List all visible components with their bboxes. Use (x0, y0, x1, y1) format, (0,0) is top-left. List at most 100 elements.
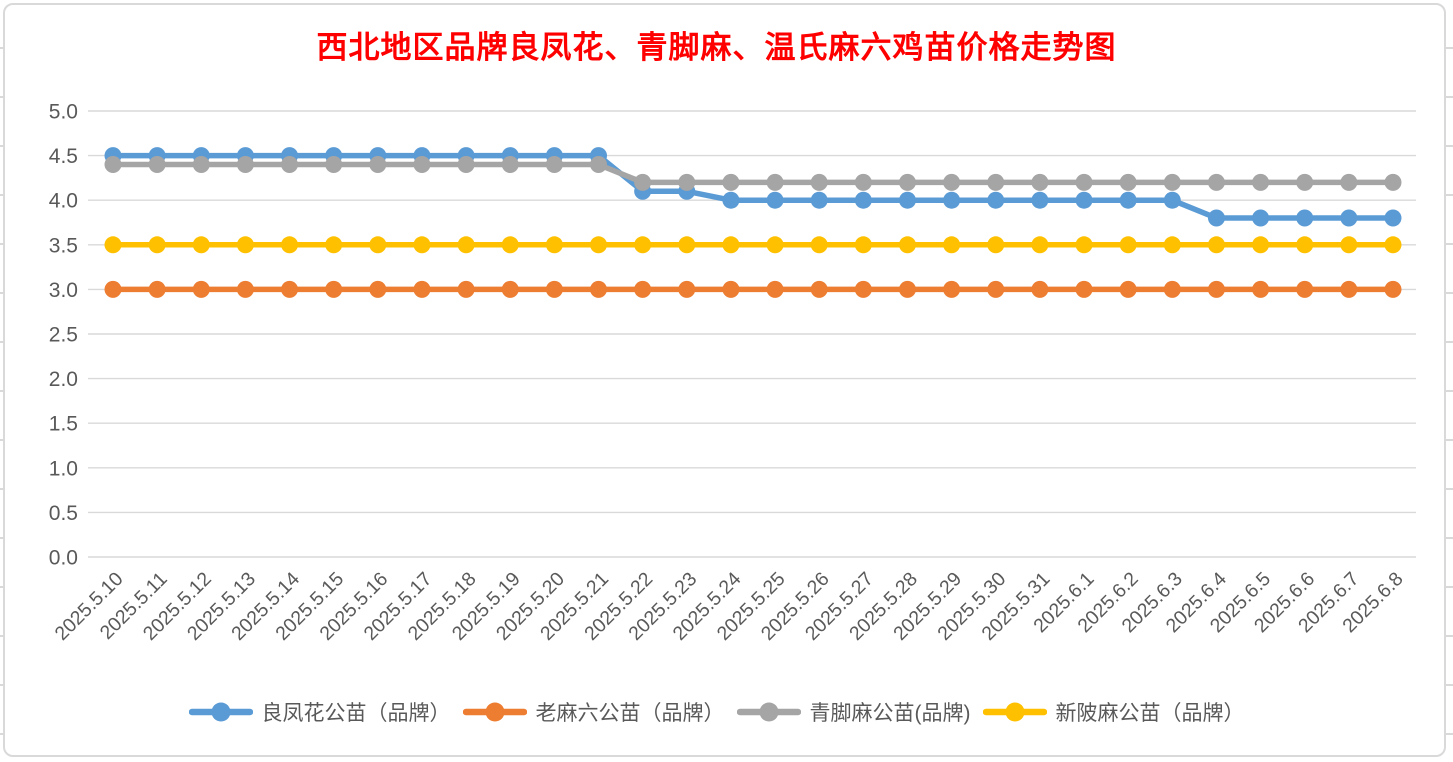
data-point-series-1 (943, 280, 961, 298)
data-point-series-1 (501, 280, 519, 298)
data-point-series-0 (766, 191, 784, 209)
data-point-series-2 (369, 156, 387, 174)
data-point-series-1 (369, 280, 387, 298)
data-point-series-0 (810, 191, 828, 209)
y-axis-tick-label: 5.0 (49, 101, 78, 124)
legend-label: 新陂麻公苗（品牌） (1055, 702, 1245, 725)
data-point-series-2 (501, 156, 519, 174)
data-point-series-2 (1384, 173, 1402, 191)
legend-marker-icon (736, 702, 801, 722)
legend-item-1: 老麻六公苗（品牌） (462, 697, 725, 727)
y-axis-tick-label: 1.5 (49, 413, 78, 436)
data-point-series-1 (1384, 280, 1402, 298)
legend-item-0: 良凤花公苗（品牌） (188, 697, 451, 727)
data-point-series-3 (369, 236, 387, 254)
data-point-series-0 (1296, 209, 1314, 227)
chart-frame (3, 3, 1446, 757)
data-point-series-1 (236, 280, 254, 298)
data-point-series-2 (1340, 173, 1358, 191)
data-point-series-1 (898, 280, 916, 298)
data-point-series-2 (1119, 173, 1137, 191)
data-point-series-0 (1163, 191, 1181, 209)
data-point-series-1 (545, 280, 563, 298)
data-point-series-3 (457, 236, 475, 254)
data-point-series-3 (590, 236, 608, 254)
data-point-series-1 (1075, 280, 1093, 298)
data-point-series-1 (148, 280, 166, 298)
data-point-series-3 (943, 236, 961, 254)
data-point-series-1 (325, 280, 343, 298)
data-point-series-3 (413, 236, 431, 254)
data-point-series-3 (1075, 236, 1093, 254)
data-point-series-3 (1163, 236, 1181, 254)
data-point-series-2 (148, 156, 166, 174)
legend-item-3: 新陂麻公苗（品牌） (982, 697, 1245, 727)
series-line-2 (110, 161, 1396, 186)
data-point-series-1 (1340, 280, 1358, 298)
data-point-series-3 (236, 236, 254, 254)
data-point-series-1 (1031, 280, 1049, 298)
data-point-series-2 (678, 173, 696, 191)
data-point-series-3 (545, 236, 563, 254)
data-point-series-0 (898, 191, 916, 209)
data-point-series-1 (457, 280, 475, 298)
y-axis-tick-label: 4.0 (49, 190, 78, 213)
data-point-series-3 (281, 236, 299, 254)
data-point-series-3 (1296, 236, 1314, 254)
data-point-series-0 (1384, 209, 1402, 227)
data-point-series-1 (413, 280, 431, 298)
data-point-series-3 (1384, 236, 1402, 254)
y-axis-tick-label: 4.5 (49, 145, 78, 168)
data-point-series-1 (192, 280, 210, 298)
worksheet-row-lines-right (1444, 0, 1453, 762)
data-point-series-0 (854, 191, 872, 209)
data-point-series-3 (192, 236, 210, 254)
legend-item-2: 青脚麻公苗(品牌) (736, 697, 971, 727)
data-point-series-2 (722, 173, 740, 191)
data-point-series-0 (1340, 209, 1358, 227)
legend-marker-icon (462, 702, 527, 722)
data-point-series-3 (1252, 236, 1270, 254)
data-point-series-3 (1119, 236, 1137, 254)
data-point-series-1 (1119, 280, 1137, 298)
data-point-series-2 (1207, 173, 1225, 191)
legend-label: 青脚麻公苗(品牌) (809, 702, 971, 725)
data-point-series-3 (810, 236, 828, 254)
data-point-series-1 (1296, 280, 1314, 298)
data-point-series-2 (810, 173, 828, 191)
data-point-series-0 (1207, 209, 1225, 227)
data-point-series-2 (766, 173, 784, 191)
data-point-series-3 (104, 236, 122, 254)
chart-title: 西北地区品牌良凤花、青脚麻、温氏麻六鸡苗价格走势图 (316, 30, 1117, 65)
data-point-series-1 (678, 280, 696, 298)
data-point-series-3 (1340, 236, 1358, 254)
data-point-series-2 (104, 156, 122, 174)
legend-label: 老麻六公苗（品牌） (535, 702, 725, 725)
y-axis-tick-label: 0.0 (49, 547, 78, 570)
y-axis-tick-label: 2.0 (49, 368, 78, 391)
data-point-series-2 (634, 173, 652, 191)
data-point-series-0 (722, 191, 740, 209)
data-point-series-1 (722, 280, 740, 298)
data-point-series-2 (457, 156, 475, 174)
data-point-series-0 (943, 191, 961, 209)
data-point-series-1 (1163, 280, 1181, 298)
data-point-series-2 (1296, 173, 1314, 191)
data-point-series-3 (678, 236, 696, 254)
data-point-series-3 (1031, 236, 1049, 254)
data-point-series-3 (501, 236, 519, 254)
data-point-series-0 (987, 191, 1005, 209)
data-point-series-2 (236, 156, 254, 174)
data-point-series-1 (854, 280, 872, 298)
data-point-series-1 (810, 280, 828, 298)
data-point-series-1 (634, 280, 652, 298)
data-point-series-1 (987, 280, 1005, 298)
data-point-series-3 (634, 236, 652, 254)
y-axis-tick-label: 0.5 (49, 502, 78, 525)
data-point-series-2 (192, 156, 210, 174)
data-point-series-2 (545, 156, 563, 174)
data-point-series-1 (281, 280, 299, 298)
data-point-series-3 (987, 236, 1005, 254)
